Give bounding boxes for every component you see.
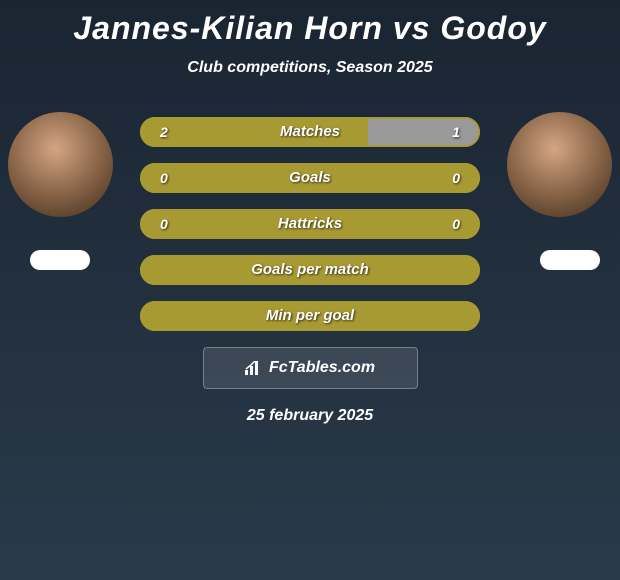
page-subtitle: Club competitions, Season 2025 [0, 59, 620, 77]
stat-bar: Goals0 0 [140, 163, 480, 193]
stat-label: Goals [140, 163, 480, 193]
stat-bar: Matches2 1 [140, 117, 480, 147]
stats-bars: Matches21Goals00Hattricks00Goals per mat… [140, 117, 480, 331]
stat-value-left: 2 [160, 117, 168, 147]
fctables-logo: FcTables.com [203, 347, 418, 389]
stat-label: Matches [140, 117, 480, 147]
comparison-area: Matches21Goals00Hattricks00Goals per mat… [0, 117, 620, 425]
date-label: 25 february 2025 [0, 407, 620, 425]
stat-value-right: 1 [452, 117, 460, 147]
stat-value-right: 0 [452, 163, 460, 193]
stat-value-left: 0 [160, 163, 168, 193]
player-right-flag [540, 250, 600, 270]
stat-value-left: 0 [160, 209, 168, 239]
player-right-avatar [507, 112, 612, 217]
stat-label: Hattricks [140, 209, 480, 239]
player-left-avatar [8, 112, 113, 217]
stat-value-right: 0 [452, 209, 460, 239]
player-left-flag [30, 250, 90, 270]
logo-text: FcTables.com [269, 359, 375, 377]
stat-bar: Hattricks0 0 [140, 209, 480, 239]
stat-bar: Goals per match [140, 255, 480, 285]
chart-icon [245, 361, 263, 375]
page-title: Jannes-Kilian Horn vs Godoy [0, 0, 620, 47]
stat-bar: Min per goal [140, 301, 480, 331]
stat-label: Min per goal [140, 301, 480, 331]
stat-label: Goals per match [140, 255, 480, 285]
